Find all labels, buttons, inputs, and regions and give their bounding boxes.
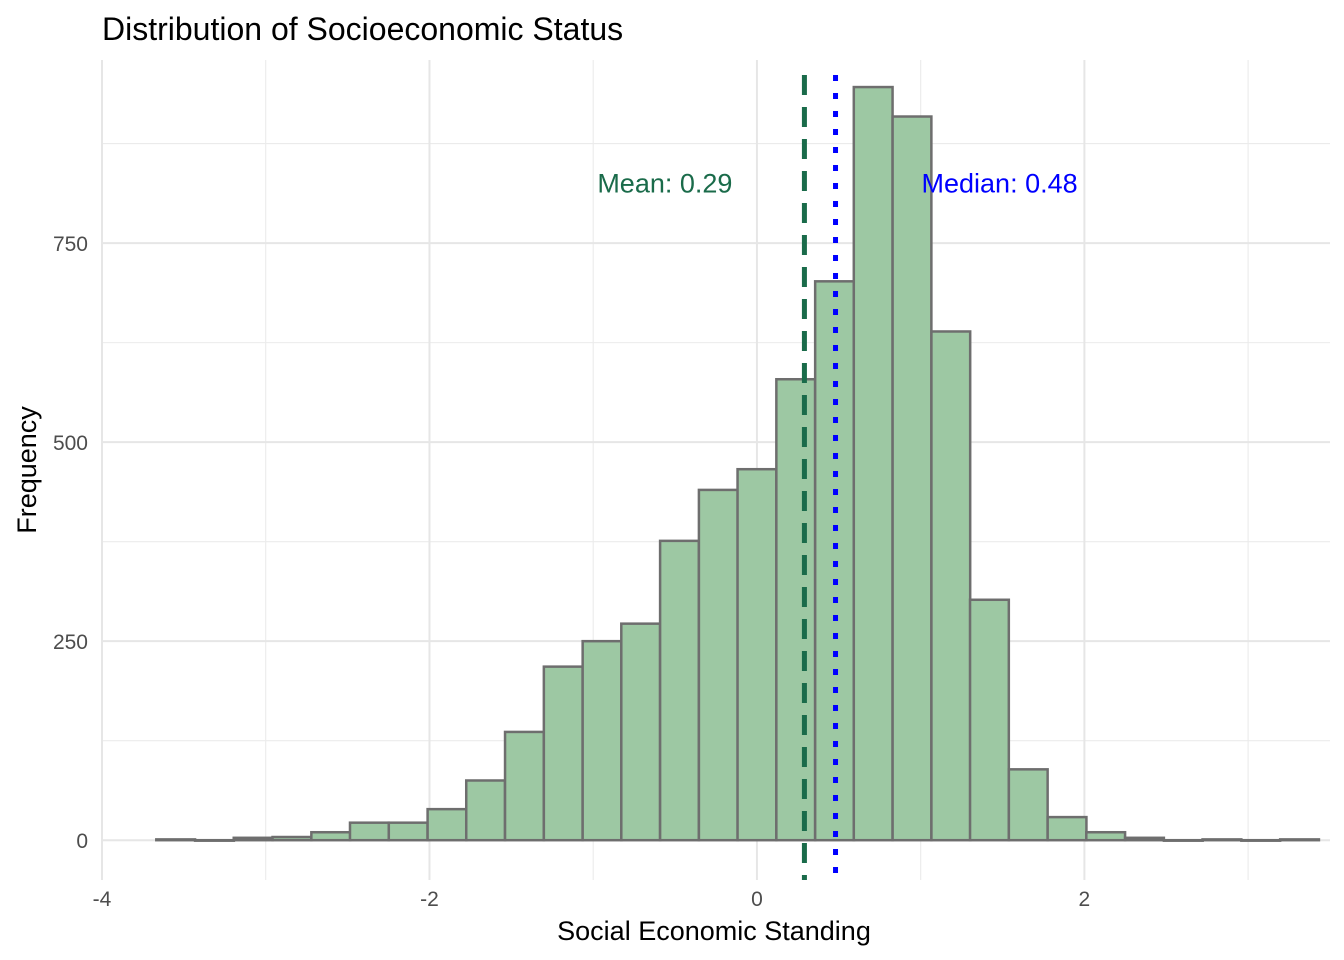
histogram-bar	[1162, 838, 1204, 842]
mean-annotation: Mean: 0.29	[597, 168, 732, 198]
histogram-bar	[620, 622, 662, 842]
histogram-bars	[155, 85, 1321, 842]
chart-title: Distribution of Socioeconomic Status	[102, 11, 623, 47]
histogram-bar	[658, 539, 701, 842]
histogram-bar	[1046, 815, 1088, 842]
x-tick-label: 2	[1079, 888, 1091, 911]
x-axis-title: Social Economic Standing	[557, 916, 871, 946]
x-axis-ticks: -4 -2 0 2	[93, 888, 1091, 911]
histogram-bar	[271, 835, 313, 842]
histogram-bar	[775, 377, 817, 842]
histogram-bar	[736, 467, 778, 842]
histogram-bar	[542, 665, 584, 842]
histogram-bar	[813, 280, 856, 842]
x-tick-label: -2	[420, 888, 439, 911]
histogram-bar	[1123, 836, 1166, 842]
histogram-bar	[1240, 838, 1282, 842]
y-tick-label: 750	[53, 233, 88, 256]
histogram-bar	[1085, 830, 1127, 842]
histogram-bar	[1007, 768, 1049, 842]
histogram-bar	[348, 821, 391, 842]
histogram-bar	[193, 838, 236, 842]
y-tick-label: 0	[76, 830, 88, 853]
x-tick-label: 0	[751, 888, 763, 911]
histogram-bar	[387, 821, 429, 842]
histogram-bar	[852, 85, 894, 842]
histogram-bar	[581, 639, 623, 842]
histogram-bar	[155, 838, 197, 842]
histogram-bar	[697, 488, 739, 842]
y-tick-label: 250	[53, 631, 88, 654]
y-tick-label: 500	[53, 432, 88, 455]
histogram-bar	[503, 730, 546, 842]
histogram-bar	[1278, 838, 1321, 842]
histogram-bar	[426, 807, 468, 842]
x-tick-label: -4	[93, 888, 112, 911]
histogram-bar	[1201, 838, 1243, 842]
histogram-bar	[464, 779, 507, 842]
histogram-bar	[310, 830, 352, 842]
histogram-bar	[891, 115, 933, 842]
reference-lines: Mean: 0.29 Median: 0.48	[597, 75, 1078, 880]
y-axis-title: Frequency	[12, 406, 42, 534]
median-annotation: Median: 0.48	[922, 168, 1078, 198]
histogram-bar	[232, 836, 274, 842]
histogram-bar	[968, 598, 1011, 842]
histogram-bar	[930, 330, 972, 842]
y-axis-ticks: 0 250 500 750	[53, 233, 88, 853]
